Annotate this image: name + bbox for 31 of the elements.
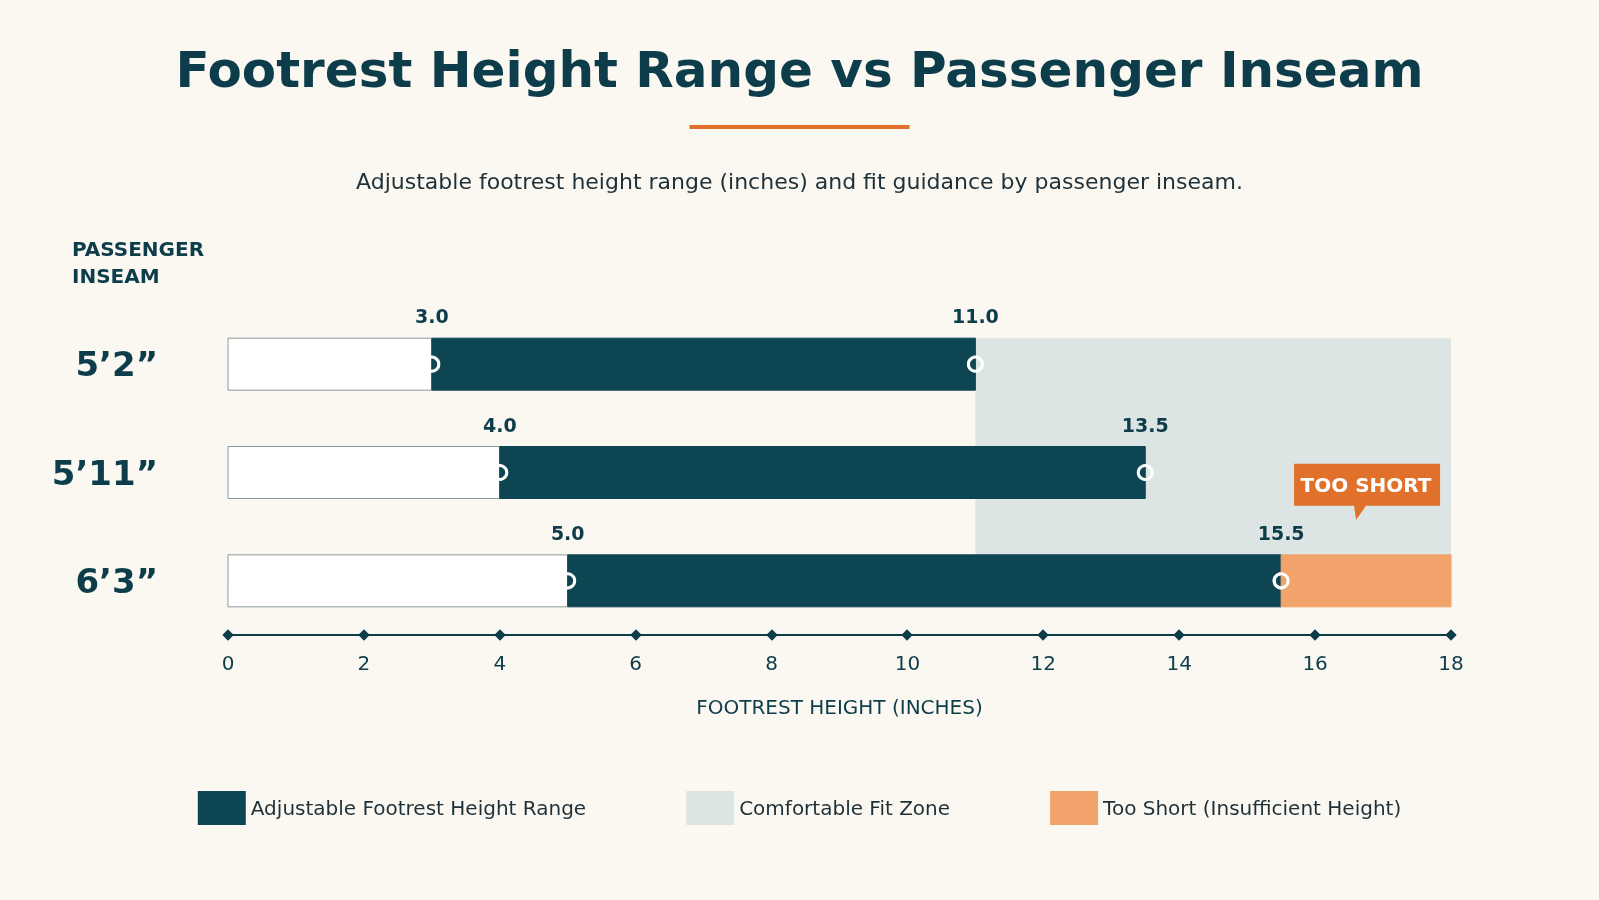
legend-label: Too Short (Insufficient Height) xyxy=(1102,796,1402,820)
x-tick-label: 10 xyxy=(894,651,921,675)
y-tick-label: 5’11” xyxy=(51,452,158,493)
x-tick-label: 14 xyxy=(1166,651,1192,675)
annotation: TOO SHORT xyxy=(1300,472,1432,497)
legend-label: Comfortable Fit Zone xyxy=(739,796,951,820)
bar xyxy=(567,554,1282,608)
x-tick-label: 18 xyxy=(1438,651,1464,675)
y-axis-title: PASSENGER INSEAM xyxy=(72,236,205,288)
annotation: 3.0 xyxy=(415,305,449,328)
x-tick-label: 16 xyxy=(1302,651,1328,675)
x-tick-label: 6 xyxy=(629,651,643,675)
y-tick-label: 6’3” xyxy=(75,560,158,601)
x-tick-label: 12 xyxy=(1030,651,1057,675)
x-tick-label: 4 xyxy=(493,651,507,675)
legend-label: Adjustable Footrest Height Range xyxy=(250,796,587,820)
chart-title: Footrest Height Range vs Passenger Inseam xyxy=(175,41,1424,99)
x-tick-label: 2 xyxy=(357,651,371,675)
annotation: 15.5 xyxy=(1257,521,1305,544)
x-axis-title: FOOTREST HEIGHT (INCHES) xyxy=(696,695,983,719)
bar xyxy=(499,446,1146,499)
annotation: 13.5 xyxy=(1121,413,1169,436)
annotation: 11.0 xyxy=(951,305,999,328)
x-tick-label: 0 xyxy=(221,651,235,675)
y-tick-label: 5’2” xyxy=(75,344,158,385)
annotation: 4.0 xyxy=(482,413,517,436)
annotation: 5.0 xyxy=(550,521,585,544)
bar xyxy=(1280,554,1452,608)
bar xyxy=(431,337,976,391)
x-tick-label: 8 xyxy=(765,651,778,675)
chart-subtitle: Adjustable footrest height range (inches) and fit guidance by passenger inseam. xyxy=(356,168,1243,194)
